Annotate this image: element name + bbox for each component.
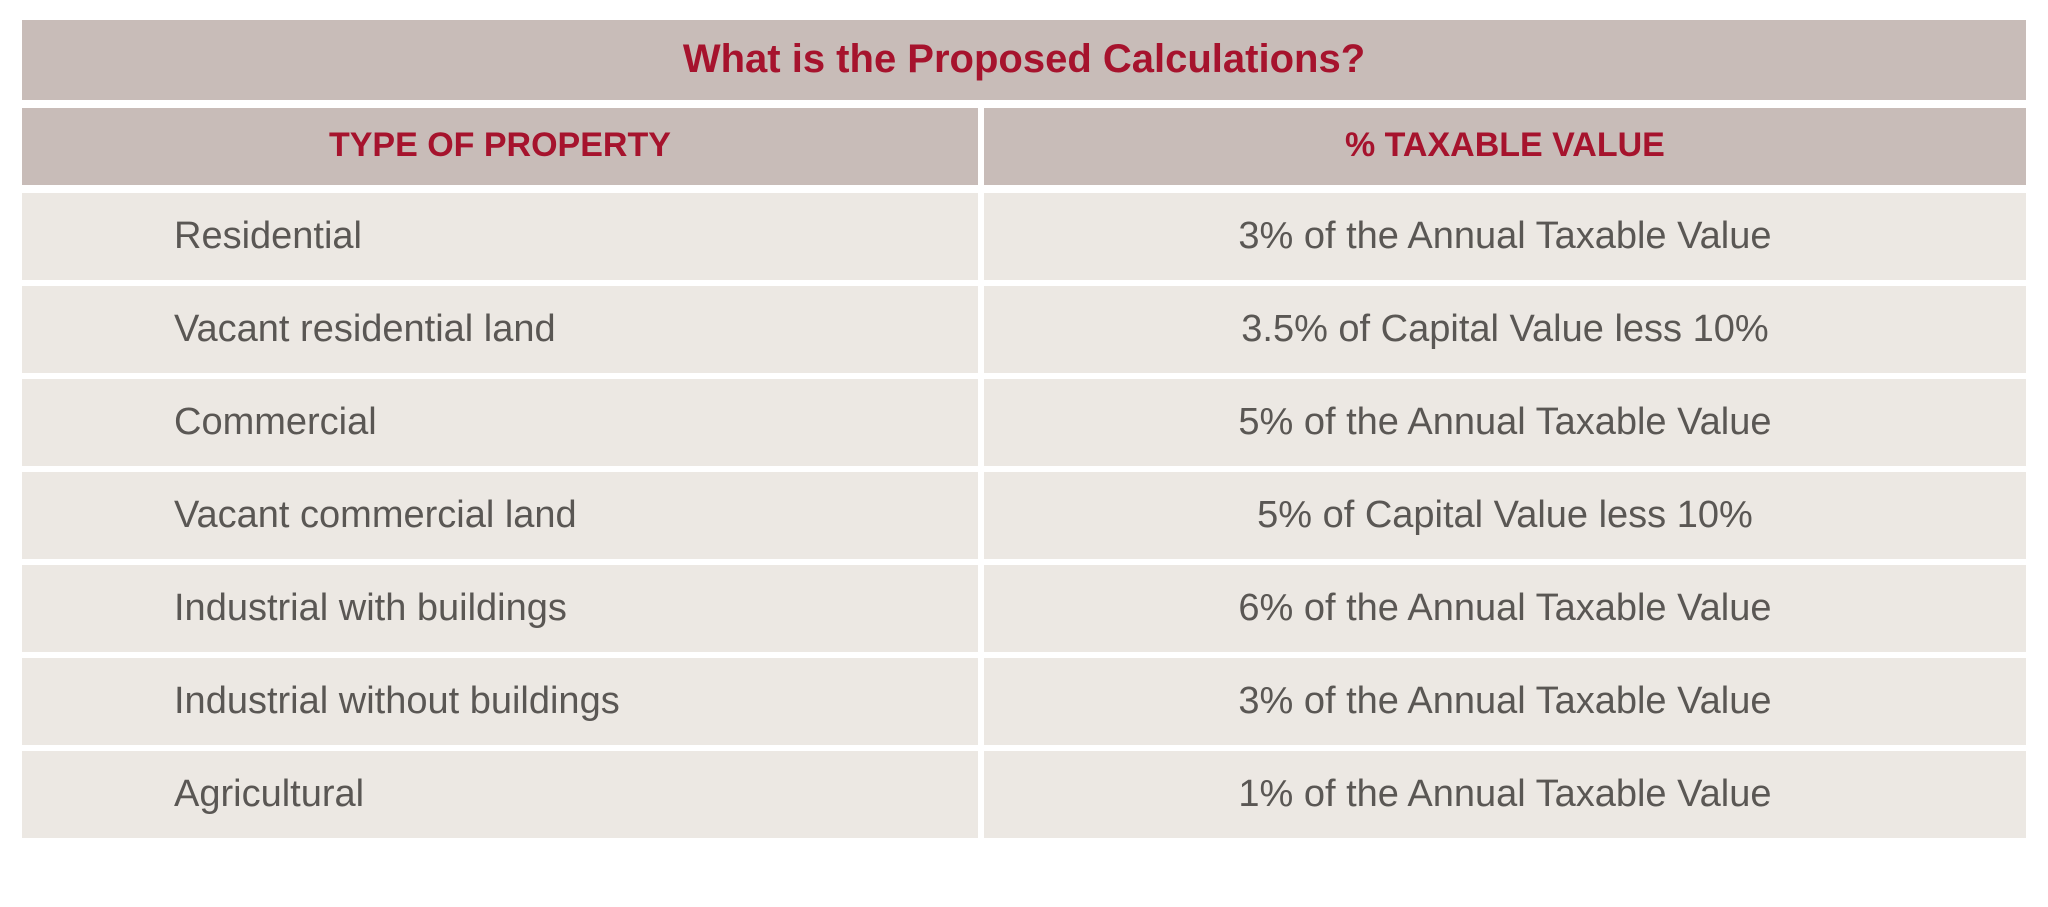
cell-type: Vacant residential land: [22, 286, 984, 373]
gap-below-header: [22, 185, 2026, 193]
cell-type: Industrial without buildings: [22, 658, 984, 745]
table-header-row: TYPE OF PROPERTY % TAXABLE VALUE: [22, 108, 2026, 185]
cell-value: 1% of the Annual Taxable Value: [984, 751, 2026, 838]
cell-type: Agricultural: [22, 751, 984, 838]
table-row: Agricultural 1% of the Annual Taxable Va…: [22, 751, 2026, 838]
col-header-type: TYPE OF PROPERTY: [22, 108, 984, 185]
table-row: Vacant commercial land 5% of Capital Val…: [22, 472, 2026, 565]
cell-type: Vacant commercial land: [22, 472, 984, 559]
table-row: Residential 3% of the Annual Taxable Val…: [22, 193, 2026, 286]
cell-value: 3% of the Annual Taxable Value: [984, 658, 2026, 745]
calculations-table: What is the Proposed Calculations? TYPE …: [22, 20, 2026, 838]
col-header-taxable: % TAXABLE VALUE: [984, 108, 2026, 185]
cell-value: 5% of the Annual Taxable Value: [984, 379, 2026, 466]
table-row: Industrial without buildings 3% of the A…: [22, 658, 2026, 751]
gap-below-title: [22, 100, 2026, 108]
cell-value: 3% of the Annual Taxable Value: [984, 193, 2026, 280]
table-row: Vacant residential land 3.5% of Capital …: [22, 286, 2026, 379]
table-row: Industrial with buildings 6% of the Annu…: [22, 565, 2026, 658]
table-title: What is the Proposed Calculations?: [22, 20, 2026, 100]
cell-value: 3.5% of Capital Value less 10%: [984, 286, 2026, 373]
table-row: Commercial 5% of the Annual Taxable Valu…: [22, 379, 2026, 472]
cell-value: 6% of the Annual Taxable Value: [984, 565, 2026, 652]
cell-value: 5% of Capital Value less 10%: [984, 472, 2026, 559]
cell-type: Industrial with buildings: [22, 565, 984, 652]
cell-type: Residential: [22, 193, 984, 280]
cell-type: Commercial: [22, 379, 984, 466]
